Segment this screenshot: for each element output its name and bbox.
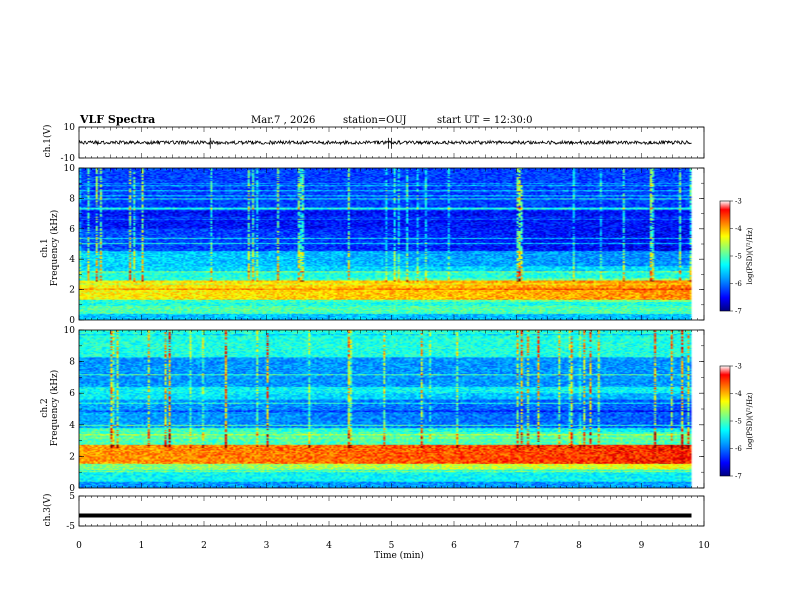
colorbar-tick-label: -3 — [735, 363, 742, 371]
time-axis-label: Time (min) — [374, 550, 424, 561]
ch2-colorbar-ticks: -3 -4 -5 -6 -7 — [730, 363, 742, 481]
x-tick-label: 9 — [639, 541, 645, 551]
y-tick-label: 10 — [64, 123, 76, 133]
colorbar-tick-label: -6 — [735, 445, 742, 453]
ch1-colorbar-label: log(PSD)(V²/Hz) — [746, 227, 754, 284]
y-tick-label: -5 — [66, 522, 75, 532]
y-tick-label: 0 — [69, 484, 75, 494]
colorbar-tick-label: -4 — [735, 390, 742, 398]
ch2-spectrogram-image — [79, 330, 704, 488]
y-tick-label: 2 — [69, 286, 75, 296]
colorbar-tick-label: -6 — [735, 280, 742, 288]
colorbar-tick-label: -5 — [735, 253, 742, 261]
ch1-colorbar-ticks: -3 -4 -5 -6 -7 — [730, 198, 742, 316]
y-tick-label: 10 — [64, 164, 76, 174]
colorbar-tick-label: -7 — [735, 308, 742, 316]
ch2-spectrogram-panel — [79, 330, 704, 488]
ch2-colorbar-label: log(PSD)(V²/Hz) — [746, 392, 754, 449]
ch2-frequency-axis-label: Frequency (kHz) — [49, 370, 60, 447]
colorbar-tick-label: -7 — [735, 473, 742, 481]
ch1-waveform-trace — [78, 139, 692, 146]
y-tick-label: 0 — [69, 316, 75, 326]
colorbar-tick-label: -3 — [735, 198, 742, 206]
ch1-voltage-axis-label: ch.1(V) — [42, 125, 53, 158]
ch1-colorbar: -3 -4 -5 -6 -7 log(PSD)(V²/Hz) — [719, 198, 754, 316]
colorbar-tick-label: -5 — [735, 418, 742, 426]
time-axis: 0 1 2 3 4 5 6 7 8 9 10 — [76, 127, 710, 551]
ch1-frequency-axis-label: Frequency (kHz) — [49, 210, 60, 287]
x-tick-label: 10 — [698, 541, 710, 551]
y-tick-label: 4 — [69, 421, 75, 431]
y-tick-label: 6 — [69, 389, 75, 399]
y-tick-label: 5 — [69, 492, 75, 502]
y-tick-label: 6 — [69, 225, 75, 235]
ch1-waveform-panel — [78, 137, 692, 149]
y-tick-label: 2 — [69, 452, 75, 462]
ch2-colorbar-gradient — [719, 365, 731, 477]
date-label: Mar.7 , 2026 — [251, 115, 315, 126]
ch2-channel-label: ch.2 — [40, 398, 50, 417]
ch1-colorbar-gradient — [719, 200, 731, 312]
y-tick-label: 10 — [64, 326, 76, 336]
x-tick-label: 8 — [576, 541, 582, 551]
station-label: station=OUJ — [343, 115, 407, 126]
y-tick-label: 8 — [69, 358, 75, 368]
x-tick-label: 6 — [451, 541, 457, 551]
x-tick-label: 4 — [326, 541, 332, 551]
ch3-voltage-axis-label: ch.3(V) — [42, 494, 53, 527]
x-tick-label: 0 — [76, 541, 82, 551]
start-ut-label: start UT = 12:30:0 — [437, 115, 532, 126]
ch2-colorbar: -3 -4 -5 -6 -7 log(PSD)(V²/Hz) — [719, 363, 754, 481]
x-tick-label: 7 — [514, 541, 520, 551]
x-tick-label: 3 — [264, 541, 270, 551]
y-tick-label: -10 — [61, 154, 76, 164]
x-tick-label: 2 — [201, 541, 207, 551]
ch1-spectrogram-panel — [79, 168, 704, 320]
ch1-spectrogram-image — [79, 168, 704, 320]
x-tick-label: 1 — [139, 541, 145, 551]
y-tick-label: 8 — [69, 194, 75, 204]
y-tick-label: 4 — [69, 255, 75, 265]
ch1-channel-label: ch.1 — [40, 238, 50, 257]
colorbar-tick-label: -4 — [735, 225, 742, 233]
x-tick-label: 5 — [389, 541, 395, 551]
figure-title: VLF Spectra — [79, 113, 155, 126]
